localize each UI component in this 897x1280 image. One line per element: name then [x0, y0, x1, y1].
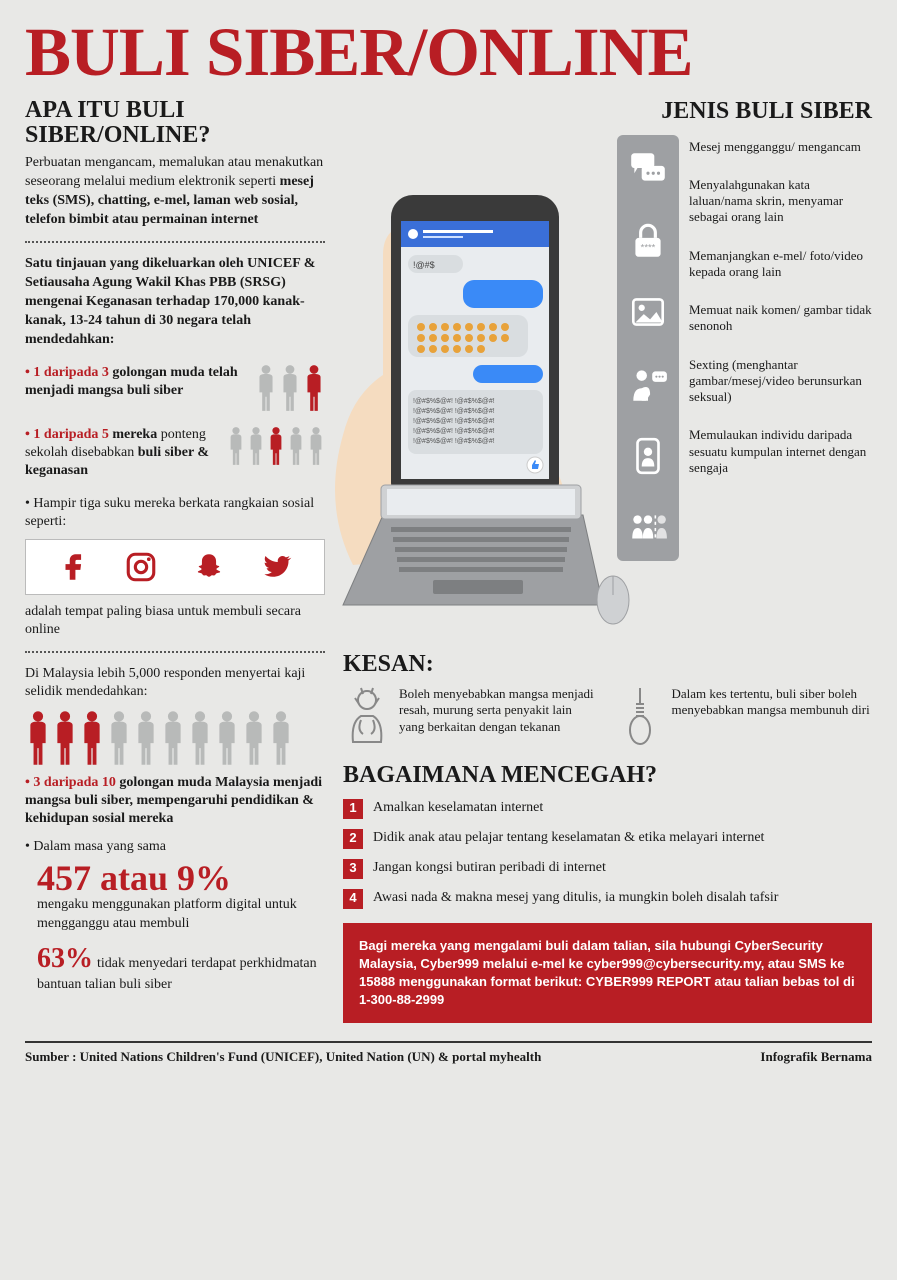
noose-icon — [616, 686, 664, 746]
social-intro: • Hampir tiga suku mereka berkata rangka… — [25, 495, 325, 531]
contact-box: Bagi mereka yang mengalami buli dalam ta… — [343, 923, 872, 1024]
person-icon — [106, 710, 132, 766]
type-text: Mesej mengganggu/ mengancam — [689, 139, 872, 155]
divider — [25, 241, 325, 243]
snapchat-icon — [192, 550, 226, 584]
type-text: Memulaukan individu daripada sesuatu kum… — [689, 427, 872, 476]
types-texts: Mesej mengganggu/ mengancam Menyalahgunak… — [689, 135, 872, 561]
right-column: JENIS BULI SIBER !@#$ — [343, 98, 872, 1024]
person-icon — [247, 426, 265, 466]
person-icon — [133, 710, 159, 766]
social-outro: adalah tempat paling biasa untuk membuli… — [25, 603, 325, 639]
person-icon — [187, 710, 213, 766]
footer-credit: Infografik Bernama — [760, 1049, 872, 1065]
social-icons-box — [25, 539, 325, 595]
stat-5-figure: 63% — [37, 943, 93, 974]
stat-2: • 1 daripada 5 mereka ponteng sekolah di… — [25, 426, 325, 481]
group-exclude-icon — [627, 507, 669, 549]
hero-illustration-wrap: !@#$ !@#$%$@#! !@#$%$@#! !@#$%$@#! !@#$%… — [343, 135, 872, 635]
lock-icon: **** — [627, 219, 669, 261]
facebook-icon — [57, 550, 91, 584]
sexting-phone-icon — [627, 435, 669, 477]
prevent-text: Jangan kongsi butiran peribadi di intern… — [373, 859, 606, 879]
stat-1: • 1 daripada 3 golongan muda telah menja… — [25, 364, 325, 412]
effect-text: Dalam kes tertentu, buli siber boleh men… — [672, 686, 873, 746]
person-icon — [255, 364, 277, 412]
svg-text:!@#$%$@#! !@#$%$@#!: !@#$%$@#! !@#$%$@#! — [413, 398, 495, 405]
stat-lead: • 1 daripada 3 — [25, 365, 109, 380]
svg-text:!@#$: !@#$ — [413, 260, 435, 270]
stat-4-intro: • Dalam masa yang sama — [25, 838, 325, 856]
svg-text:!@#$%$@#! !@#$%$@#!: !@#$%$@#! !@#$%$@#! — [413, 428, 495, 435]
effects-heading: KESAN: — [343, 651, 872, 678]
person-icon — [268, 710, 294, 766]
people-icons — [227, 426, 325, 466]
number-badge: 3 — [343, 859, 363, 879]
stat-4-figure: 457 atau 9% — [37, 860, 325, 896]
svg-text:****: **** — [641, 242, 656, 253]
footer-source: Sumber : United Nations Children's Fund … — [25, 1049, 541, 1065]
person-icon — [160, 710, 186, 766]
footer: Sumber : United Nations Children's Fund … — [25, 1041, 872, 1065]
person-commenting-icon — [627, 363, 669, 405]
svg-text:!@#$%$@#! !@#$%$@#!: !@#$%$@#! !@#$%$@#! — [413, 438, 495, 445]
person-icon — [287, 426, 305, 466]
definition-pre: Perbuatan mengancam, memalukan atau mena… — [25, 155, 323, 189]
type-text: Sexting (menghantar gambar/mesej/video b… — [689, 357, 872, 406]
stat-3: • 3 daripada 10 golongan muda Malaysia m… — [25, 774, 325, 829]
types-heading: JENIS BULI SIBER — [343, 98, 872, 125]
sad-person-icon — [343, 686, 391, 746]
person-icon — [79, 710, 105, 766]
stat-4-body: mengaku menggunakan platform digital unt… — [37, 896, 325, 932]
type-text: Memuat naik komen/ gambar tidak senonoh — [689, 302, 872, 335]
definition-heading: APA ITU BULI SIBER/ONLINE? — [25, 98, 325, 148]
person-icon — [52, 710, 78, 766]
types-icon-strip: **** — [617, 135, 679, 561]
phone-laptop-illustration: !@#$ !@#$%$@#! !@#$%$@#! !@#$%$@#! !@#$%… — [313, 135, 633, 635]
person-icon — [279, 364, 301, 412]
person-icon — [267, 426, 285, 466]
prevent-item: 1 Amalkan keselamatan internet — [343, 799, 872, 819]
number-badge: 4 — [343, 889, 363, 909]
types-panel: **** Mesej mengganggu/ mengancam Menyalah… — [617, 135, 872, 561]
prevent-item: 2 Didik anak atau pelajar tentang keselam… — [343, 829, 872, 849]
number-badge: 1 — [343, 799, 363, 819]
prevent-item: 4 Awasi nada & makna mesej yang ditulis, … — [343, 889, 872, 909]
divider — [25, 651, 325, 653]
prevent-list: 1 Amalkan keselamatan internet 2 Didik anak… — [343, 799, 872, 909]
type-text: Menyalahgunakan kata laluan/nama skrin, … — [689, 177, 872, 226]
svg-text:!@#$%$@#! !@#$%$@#!: !@#$%$@#! !@#$%$@#! — [413, 408, 495, 415]
effects-row: Boleh menyebabkan mangsa menjadi resah, … — [343, 686, 872, 746]
image-icon — [627, 291, 669, 333]
people-icons — [25, 710, 325, 766]
instagram-icon — [124, 550, 158, 584]
svg-text:!@#$%$@#! !@#$%$@#!: !@#$%$@#! !@#$%$@#! — [413, 418, 495, 425]
definition-text: Perbuatan mengancam, memalukan atau mena… — [25, 154, 325, 230]
person-icon — [25, 710, 51, 766]
prevent-item: 3 Jangan kongsi butiran peribadi di inter… — [343, 859, 872, 879]
prevent-heading: BAGAIMANA MENCEGAH? — [343, 762, 872, 789]
stat-lead: • 1 daripada 5 — [25, 427, 109, 442]
person-icon — [227, 426, 245, 466]
malaysia-intro: Di Malaysia lebih 5,000 responden menyer… — [25, 665, 325, 701]
prevent-text: Didik anak atau pelajar tentang keselama… — [373, 829, 764, 849]
survey-intro: Satu tinjauan yang dikeluarkan oleh UNIC… — [25, 255, 325, 349]
effect-item: Dalam kes tertentu, buli siber boleh men… — [616, 686, 873, 746]
twitter-icon — [259, 550, 293, 584]
left-column: APA ITU BULI SIBER/ONLINE? Perbuatan men… — [25, 98, 325, 1024]
prevent-text: Awasi nada & makna mesej yang ditulis, i… — [373, 889, 778, 909]
person-icon — [241, 710, 267, 766]
type-text: Memanjangkan e-mel/ foto/video kepada or… — [689, 248, 872, 281]
page-title: BULI SIBER/ONLINE — [25, 20, 872, 86]
number-badge: 2 — [343, 829, 363, 849]
effect-text: Boleh menyebabkan mangsa menjadi resah, … — [399, 686, 600, 746]
chat-icon — [627, 147, 669, 189]
prevent-text: Amalkan keselamatan internet — [373, 799, 543, 819]
effect-item: Boleh menyebabkan mangsa menjadi resah, … — [343, 686, 600, 746]
person-icon — [214, 710, 240, 766]
